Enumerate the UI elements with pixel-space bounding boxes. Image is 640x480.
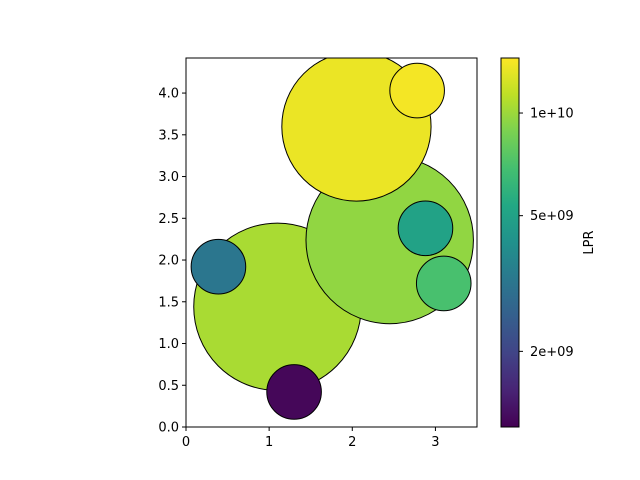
y-tick-label: 2.5 — [158, 212, 179, 227]
scatter-point — [415, 255, 472, 312]
scatter-point — [389, 62, 445, 119]
axes-frame — [185, 57, 478, 428]
x-tick-label: 1 — [265, 435, 273, 450]
scatter-point — [190, 238, 247, 295]
y-tick-label: 3.0 — [158, 170, 179, 185]
y-tick-label: 2.0 — [158, 254, 179, 269]
y-tick-label: 0.5 — [158, 379, 179, 394]
colorbar-tick-label: 5e+09 — [530, 209, 574, 224]
y-tick-label: 1.5 — [158, 295, 179, 310]
colorbar-gradient — [500, 57, 520, 428]
axes: 0 1 2 3 0.0 0.5 1.0 1.5 2.0 2.5 3.0 3.5 4.0 — [158, 57, 478, 450]
bubbles — [190, 58, 474, 420]
colorbar: 2e+09 5e+09 1e+10 LPR — [500, 57, 597, 428]
colorbar-label: LPR — [582, 230, 597, 254]
y-tick-label: 3.5 — [158, 128, 179, 143]
x-tick-label: 3 — [431, 435, 439, 450]
x-tick-label: 0 — [182, 435, 190, 450]
y-tick-label: 0.0 — [158, 421, 179, 436]
plot-area — [186, 58, 477, 427]
scatter-point — [397, 200, 454, 257]
y-tick-label: 4.0 — [158, 87, 179, 102]
colorbar-tick-label: 2e+09 — [530, 345, 574, 360]
y-tick-label: 1.0 — [158, 337, 179, 352]
x-tick-label: 2 — [348, 435, 356, 450]
scatter-point — [266, 364, 322, 420]
colorbar-tick-label: 1e+10 — [530, 107, 574, 122]
